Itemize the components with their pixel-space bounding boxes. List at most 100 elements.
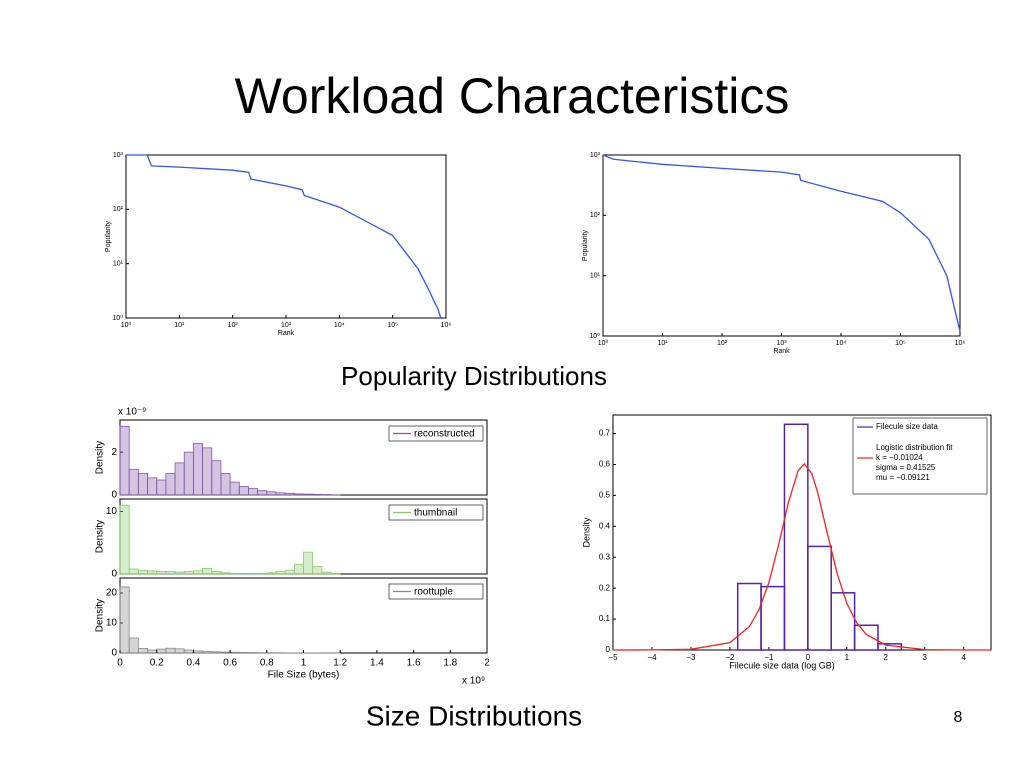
x-tick-label: 10² bbox=[717, 340, 728, 347]
histogram-bar bbox=[239, 486, 248, 495]
histogram-bar bbox=[203, 448, 212, 495]
caption: Popularity Distributions bbox=[341, 361, 607, 391]
histogram-bar bbox=[248, 573, 257, 574]
histogram-bar bbox=[138, 474, 147, 495]
histogram-bar bbox=[120, 505, 129, 574]
x-tick-label: 10¹ bbox=[174, 322, 185, 329]
x-multiplier: x 10⁹ bbox=[462, 676, 485, 687]
legend-label: roottuple bbox=[414, 587, 453, 598]
x-tick-label: 0.6 bbox=[223, 658, 237, 669]
histogram-bar bbox=[230, 652, 239, 653]
legend-label: Logistic distribution fit bbox=[876, 443, 953, 452]
histogram-bar bbox=[193, 571, 202, 574]
histogram-bar bbox=[203, 568, 212, 574]
y-tick-label: 0.7 bbox=[599, 429, 611, 438]
x-axis-label: Rank bbox=[773, 348, 790, 355]
y-tick-label: 0.3 bbox=[599, 552, 611, 561]
x-tick-label: 4 bbox=[961, 653, 966, 662]
x-tick-label: 1.6 bbox=[407, 658, 421, 669]
histogram-bar bbox=[166, 648, 175, 653]
y-tick-label: 0.5 bbox=[599, 491, 611, 500]
x-tick-label: 10⁰ bbox=[598, 339, 609, 347]
y-tick-label: 10² bbox=[590, 212, 601, 219]
y-axis-label: Density bbox=[95, 599, 106, 632]
x-axis-label: Filecule size data (log GB) bbox=[729, 660, 835, 670]
histogram-bar bbox=[166, 572, 175, 575]
histogram-bar bbox=[175, 463, 184, 495]
y-tick-label: 10⁰ bbox=[112, 314, 123, 322]
histogram-bar bbox=[212, 572, 221, 575]
x-axis-label: File Size (bytes) bbox=[268, 670, 340, 681]
x-tick-label: 10⁵ bbox=[387, 322, 398, 329]
histogram-bar bbox=[193, 651, 202, 653]
y-tick-label: 10³ bbox=[113, 152, 124, 159]
x-tick-label: 1 bbox=[845, 653, 850, 662]
histogram-bar bbox=[193, 444, 202, 495]
x-tick-label: 0 bbox=[117, 658, 123, 669]
y-axis-label: Density bbox=[581, 517, 591, 548]
x-tick-label: 0.8 bbox=[260, 658, 274, 669]
legend-label: thumbnail bbox=[414, 508, 457, 519]
y-tick-label: 0 bbox=[111, 490, 117, 501]
histogram-bar bbox=[313, 567, 322, 575]
histogram-bar bbox=[148, 571, 157, 574]
histogram-bar bbox=[138, 649, 147, 654]
slide-title: Workload Characteristics bbox=[235, 68, 790, 124]
y-tick-label: 0.2 bbox=[599, 583, 611, 592]
y-tick-label: 10² bbox=[113, 206, 124, 213]
y-tick-label: 0.1 bbox=[599, 614, 611, 623]
y-multiplier: x 10⁻⁹ bbox=[118, 407, 146, 418]
histogram-bar bbox=[129, 569, 138, 574]
legend-annotation: k = −0.01024 bbox=[876, 453, 923, 462]
y-tick-label: 0 bbox=[111, 569, 117, 580]
histogram-bar bbox=[212, 461, 221, 495]
histogram-bar bbox=[276, 572, 285, 575]
x-axis-label: Rank bbox=[278, 330, 295, 337]
histogram-bar bbox=[148, 650, 157, 653]
x-tick-label: 10² bbox=[228, 322, 239, 329]
y-axis-label: Density bbox=[95, 520, 106, 553]
y-axis-label: Popularity bbox=[582, 229, 589, 261]
y-tick-label: 20 bbox=[106, 588, 118, 599]
x-tick-label: 3 bbox=[923, 653, 928, 662]
x-tick-label: 0.4 bbox=[186, 658, 200, 669]
histogram-bar bbox=[276, 493, 285, 495]
x-tick-label: −4 bbox=[647, 653, 657, 662]
histogram-bar bbox=[120, 587, 129, 653]
histogram-bar bbox=[148, 478, 157, 495]
y-tick-label: 10⁰ bbox=[589, 332, 600, 340]
x-tick-label: 10⁵ bbox=[895, 340, 906, 347]
y-tick-label: 2 bbox=[111, 447, 117, 458]
histogram-bar bbox=[285, 570, 294, 574]
x-tick-label: 2 bbox=[884, 653, 889, 662]
x-tick-label: 10¹ bbox=[657, 340, 668, 347]
x-tick-label: −3 bbox=[686, 653, 696, 662]
x-tick-label: 10³ bbox=[776, 340, 787, 347]
y-tick-label: 0.4 bbox=[599, 521, 611, 530]
histogram-bar bbox=[138, 570, 147, 574]
x-tick-label: 10³ bbox=[281, 322, 292, 329]
histogram-bar bbox=[294, 565, 303, 574]
histogram-bar bbox=[212, 652, 221, 653]
histogram-bar bbox=[258, 573, 267, 574]
y-axis-label: Popularity bbox=[105, 220, 112, 252]
page-number: 8 bbox=[954, 709, 963, 726]
histogram-bar bbox=[248, 489, 257, 495]
y-tick-label: 10³ bbox=[590, 152, 601, 159]
histogram-bar bbox=[313, 494, 322, 495]
histogram-bar bbox=[157, 480, 166, 495]
y-tick-label: 10¹ bbox=[590, 273, 601, 280]
histogram-bar bbox=[129, 638, 138, 653]
histogram-bar bbox=[184, 572, 193, 575]
y-tick-label: 0.6 bbox=[599, 460, 611, 469]
histogram-bar bbox=[175, 572, 184, 574]
histogram-bar bbox=[166, 474, 175, 495]
histogram-bar bbox=[157, 572, 166, 575]
histogram-bar bbox=[285, 493, 294, 495]
histogram-bar bbox=[322, 572, 331, 574]
histogram-bar bbox=[184, 452, 193, 495]
histogram-bar bbox=[203, 652, 212, 654]
histogram-bar bbox=[221, 474, 230, 495]
x-tick-label: 10⁶ bbox=[955, 340, 966, 347]
x-tick-label: 0.2 bbox=[150, 658, 164, 669]
